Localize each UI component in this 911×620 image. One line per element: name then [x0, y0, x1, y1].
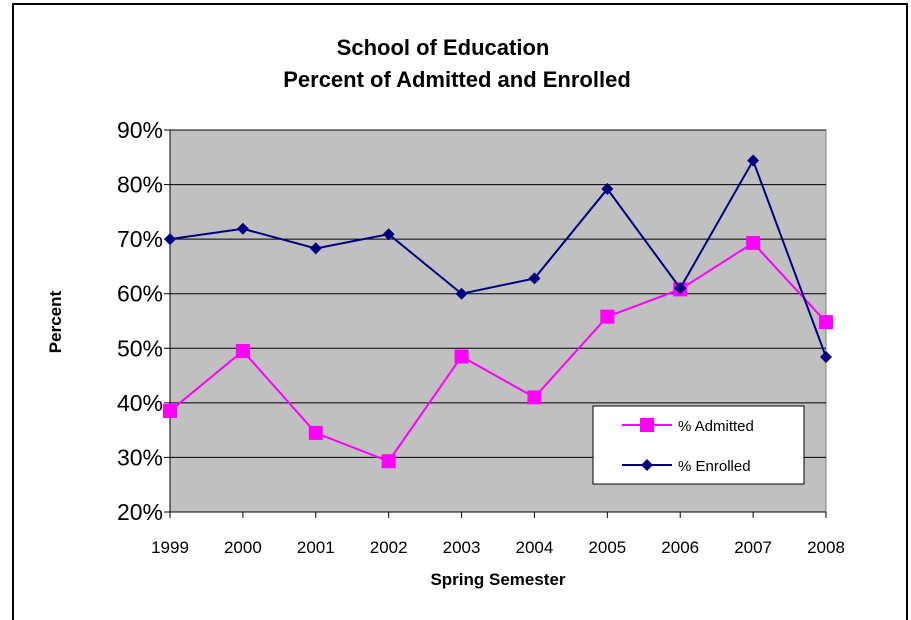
x-tick-label-2000: 2000 — [224, 538, 262, 557]
x-tick-label-2005: 2005 — [588, 538, 626, 557]
point-enrolled-2002 — [382, 228, 395, 241]
point-admitted-2007 — [746, 235, 761, 250]
x-tick-label-2004: 2004 — [516, 538, 554, 557]
chart-title-line-2: Percent of Admitted and Enrolled — [283, 67, 631, 92]
x-tick-label-2001: 2001 — [297, 538, 335, 557]
legend-marker-enrolled — [641, 459, 653, 471]
series-line-admitted — [169, 241, 827, 463]
point-enrolled-2000 — [236, 222, 249, 235]
point-admitted-2008 — [819, 315, 833, 330]
series-enrolled — [164, 154, 832, 364]
point-enrolled-2004 — [528, 272, 541, 285]
legend-marker-admitted — [640, 418, 654, 432]
x-axis-ticks: 1999 2000 2001 2002 2003 2004 2005 2006 2007 2008 — [151, 511, 845, 557]
y-tick-label-40: 40% — [117, 390, 163, 416]
y-tick-label-20: 20% — [117, 499, 163, 525]
y-axis-ticks: 20% 30% 40% 50% 60% 70% 80% 90% — [117, 117, 171, 525]
point-enrolled-2001 — [309, 242, 322, 255]
x-axis-title: Spring Semester — [430, 570, 565, 589]
x-tick-label-1999: 1999 — [151, 538, 189, 557]
y-tick-label-70: 70% — [117, 226, 163, 252]
y-tick-label-80: 80% — [117, 172, 163, 198]
x-tick-label-2007: 2007 — [734, 538, 772, 557]
y-tick-label-60: 60% — [117, 281, 163, 307]
x-tick-label-2008: 2008 — [807, 538, 845, 557]
x-tick-label-2003: 2003 — [443, 538, 481, 557]
point-admitted-2001 — [308, 425, 323, 440]
series-line-enrolled — [169, 158, 827, 358]
point-enrolled-2005 — [601, 182, 614, 195]
x-tick-label-2002: 2002 — [370, 538, 408, 557]
point-enrolled-2006 — [674, 282, 687, 295]
point-admitted-2002 — [381, 454, 396, 469]
point-admitted-2003 — [454, 349, 469, 364]
y-axis-title: Percent — [46, 290, 65, 353]
chart-title-line-1: School of Education — [337, 35, 550, 60]
point-enrolled-1999 — [164, 233, 176, 246]
y-tick-label-50: 50% — [117, 335, 163, 361]
chart-frame — [12, 3, 908, 620]
point-admitted-2004 — [527, 390, 542, 405]
legend-label-admitted: % Admitted — [678, 418, 754, 435]
legend-label-enrolled: % Enrolled — [678, 458, 751, 475]
legend-box — [592, 405, 805, 485]
y-tick-label-90: 90% — [117, 117, 163, 143]
point-admitted-2005 — [600, 309, 615, 324]
y-tick-label-30: 30% — [117, 444, 163, 470]
point-enrolled-2008 — [820, 351, 832, 364]
series-layer — [163, 154, 833, 469]
x-tick-label-2006: 2006 — [661, 538, 699, 557]
point-enrolled-2007 — [747, 154, 760, 167]
legend: % Admitted % Enrolled — [592, 405, 805, 485]
point-enrolled-2003 — [455, 287, 468, 300]
point-admitted-1999 — [163, 404, 177, 419]
point-admitted-2000 — [235, 344, 250, 359]
